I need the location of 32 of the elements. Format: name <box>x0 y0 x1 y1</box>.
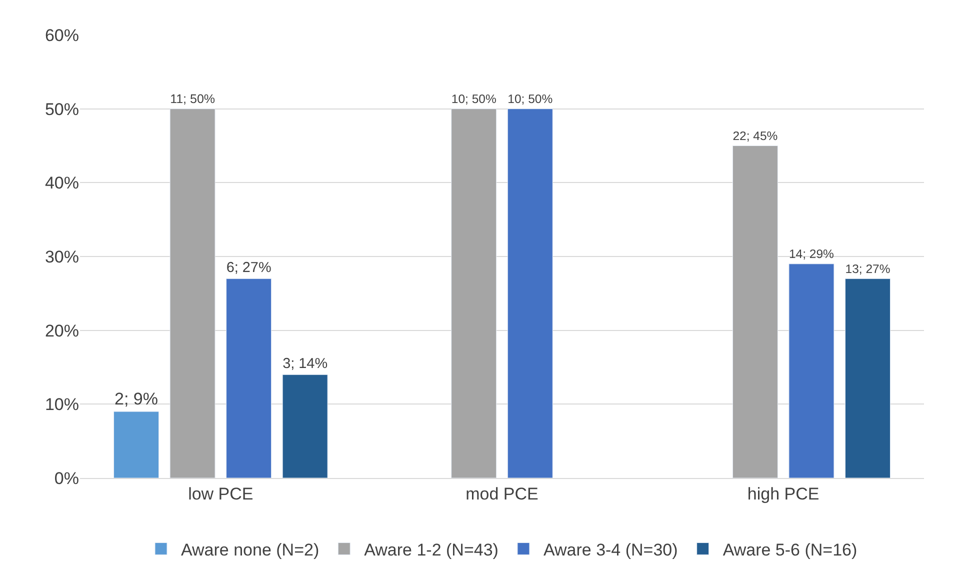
legend-label: Aware 1-2 (N=43) <box>364 540 498 560</box>
data-label: 6; 27% <box>226 260 272 276</box>
data-label: 2; 9% <box>114 390 158 409</box>
bar <box>226 278 272 478</box>
legend-label: Aware none (N=2) <box>181 540 320 560</box>
bar <box>732 146 778 478</box>
bar <box>170 108 216 478</box>
y-tick-label: 60% <box>44 26 79 45</box>
bar <box>282 374 328 478</box>
legend-label: Aware 5-6 (N=16) <box>722 540 858 560</box>
y-tick-label: 10% <box>44 395 79 414</box>
x-tick-label: high PCE <box>747 484 820 504</box>
y-tick-label: 30% <box>44 247 79 266</box>
y-tick-label: 0% <box>54 468 79 488</box>
y-tick-label: 50% <box>44 100 79 119</box>
data-label: 10; 50% <box>508 92 553 106</box>
bar <box>451 108 497 478</box>
legend-label: Aware 3-4 (N=30) <box>543 540 678 560</box>
y-tick-label: 20% <box>44 321 79 340</box>
bar <box>788 264 834 478</box>
y-tick-label: 40% <box>44 174 79 193</box>
x-tick-label: mod PCE <box>466 484 538 504</box>
data-label: 10; 50% <box>451 92 496 106</box>
data-label: 3; 14% <box>282 356 328 372</box>
data-label: 11; 50% <box>170 92 216 106</box>
bar <box>507 108 553 478</box>
x-tick-label: low PCE <box>188 484 254 504</box>
bar <box>844 278 890 478</box>
bar <box>114 411 160 478</box>
data-label: 22; 45% <box>732 128 778 143</box>
data-label: 14; 29% <box>788 246 834 261</box>
data-label: 13; 27% <box>845 262 890 276</box>
